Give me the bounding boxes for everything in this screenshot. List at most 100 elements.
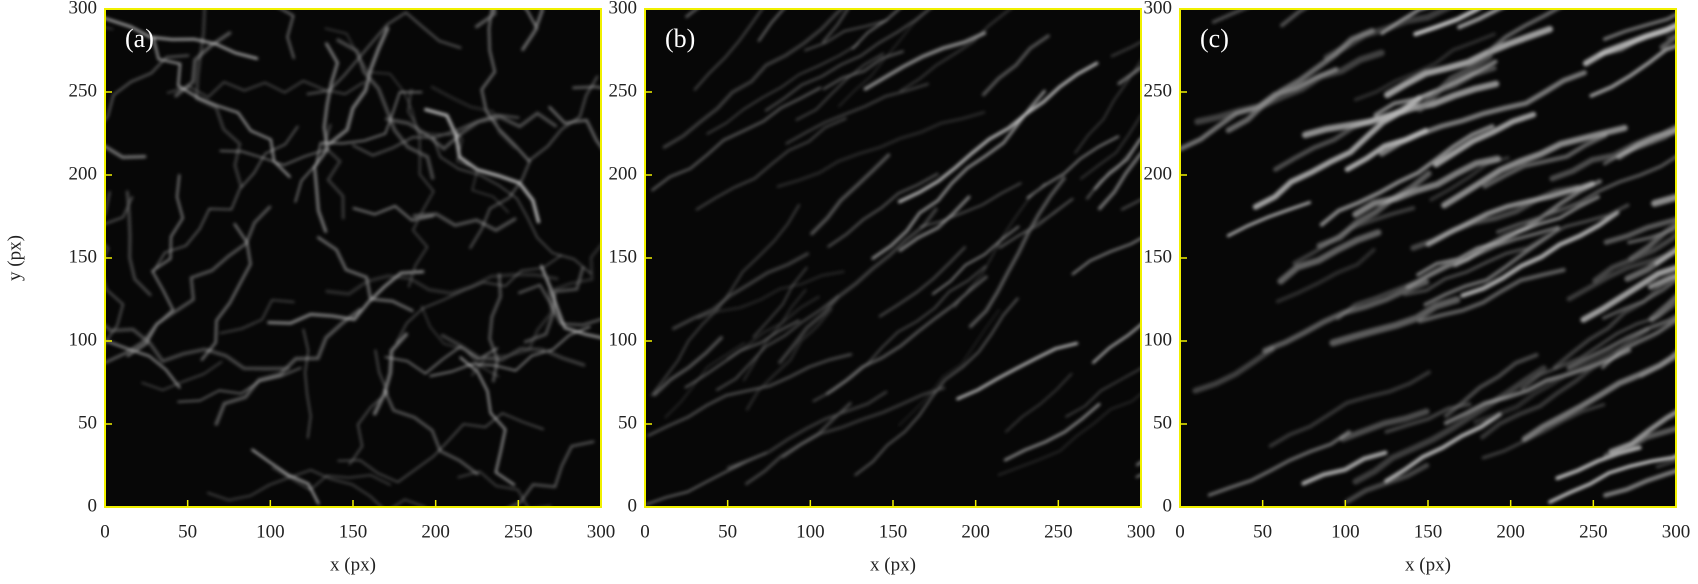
fibre <box>1277 229 1382 285</box>
fibre <box>1092 323 1141 364</box>
fibre <box>523 266 585 344</box>
y-tick-label: 200 <box>609 163 638 184</box>
fibre <box>899 9 1012 92</box>
fibre <box>1352 155 1501 218</box>
fibre <box>1628 221 1676 262</box>
fibre <box>251 448 320 505</box>
fibre <box>1403 203 1630 297</box>
fibre <box>1098 151 1141 211</box>
y-tick-label: 0 <box>1163 495 1173 516</box>
fibre <box>1433 111 1537 168</box>
fibre <box>337 412 544 483</box>
x-tick-label: 300 <box>1127 521 1156 542</box>
x-tick-label: 50 <box>1253 521 1272 542</box>
image-background <box>1180 9 1676 507</box>
fibre <box>372 332 408 416</box>
fibre <box>1194 49 1385 125</box>
fibre <box>105 54 190 122</box>
fibre <box>1602 128 1676 166</box>
fibre <box>1410 184 1580 251</box>
fibre <box>878 246 966 318</box>
fibre <box>1566 314 1676 370</box>
fibre <box>219 149 326 166</box>
fibre <box>826 275 988 395</box>
fibre <box>1252 95 1422 210</box>
fibre <box>1336 232 1518 321</box>
fibre <box>764 9 932 112</box>
fibre <box>432 135 592 275</box>
fibre <box>1592 231 1676 283</box>
x-tick-label: 250 <box>504 521 533 542</box>
x-tick-label: 50 <box>178 521 197 542</box>
y-tick-label: 100 <box>1144 329 1173 350</box>
fibre <box>696 270 845 320</box>
fibre <box>981 34 1050 97</box>
x-tick-label: 100 <box>796 521 825 542</box>
fibre <box>429 326 591 377</box>
fibre <box>1080 114 1141 180</box>
fibre <box>507 440 595 507</box>
fibre <box>1589 43 1676 98</box>
fibre <box>743 289 807 382</box>
fibre <box>1603 468 1676 498</box>
fibre <box>383 388 479 476</box>
fibre <box>106 340 181 389</box>
x-tick-label: 0 <box>100 521 110 542</box>
x-tick-label: 300 <box>1662 521 1691 542</box>
fibre <box>1268 370 1431 448</box>
fibre <box>695 117 847 211</box>
y-tick-label: 300 <box>69 0 98 18</box>
fibre <box>316 236 414 313</box>
panel-label: (b) <box>665 24 695 53</box>
fibre <box>1521 302 1676 390</box>
fibre <box>421 305 500 378</box>
fibre <box>706 43 859 135</box>
fibre <box>647 353 853 437</box>
fibre <box>664 342 745 419</box>
fibre <box>1352 365 1547 485</box>
fibre <box>521 9 544 51</box>
fibre <box>1074 60 1141 154</box>
fibre <box>1417 267 1566 324</box>
y-tick-label: 50 <box>78 412 97 433</box>
fibre <box>105 16 259 60</box>
fibre <box>200 222 252 361</box>
fibre <box>214 308 362 426</box>
x-axis-label: x (px) <box>330 554 376 575</box>
fibre <box>919 182 1022 228</box>
fibre <box>1329 296 1461 347</box>
fibre <box>822 50 904 91</box>
fibre <box>1627 225 1676 245</box>
x-tick-label: 100 <box>1331 521 1360 542</box>
fibre <box>804 19 888 52</box>
fibre <box>778 207 938 365</box>
fibre <box>105 144 147 159</box>
fibre <box>1457 9 1504 30</box>
y-tick-label: 0 <box>628 495 638 516</box>
fibre <box>488 273 502 383</box>
x-tick-label: 250 <box>1044 521 1073 542</box>
panel-label: (c) <box>1200 24 1229 53</box>
fibre <box>1262 279 1430 354</box>
fibre <box>897 61 1099 204</box>
fibre <box>440 333 586 367</box>
x-tick-label: 150 <box>879 521 908 542</box>
fibre <box>662 9 844 149</box>
fibre <box>810 153 891 236</box>
fibre <box>105 205 272 364</box>
fibre <box>1003 403 1101 462</box>
y-tick-label: 200 <box>69 163 98 184</box>
fibre <box>898 309 1000 427</box>
fibre <box>954 183 1046 308</box>
fibre <box>651 86 822 192</box>
fibre <box>1339 408 1430 442</box>
image-texture <box>645 9 1141 506</box>
fibre <box>328 26 390 145</box>
fibre <box>684 319 800 389</box>
y-tick-label: 250 <box>69 80 98 101</box>
fibre <box>1301 450 1388 486</box>
fibre <box>279 9 295 60</box>
fibre <box>1005 373 1073 433</box>
fibre <box>745 307 833 411</box>
fibre <box>1413 9 1482 37</box>
